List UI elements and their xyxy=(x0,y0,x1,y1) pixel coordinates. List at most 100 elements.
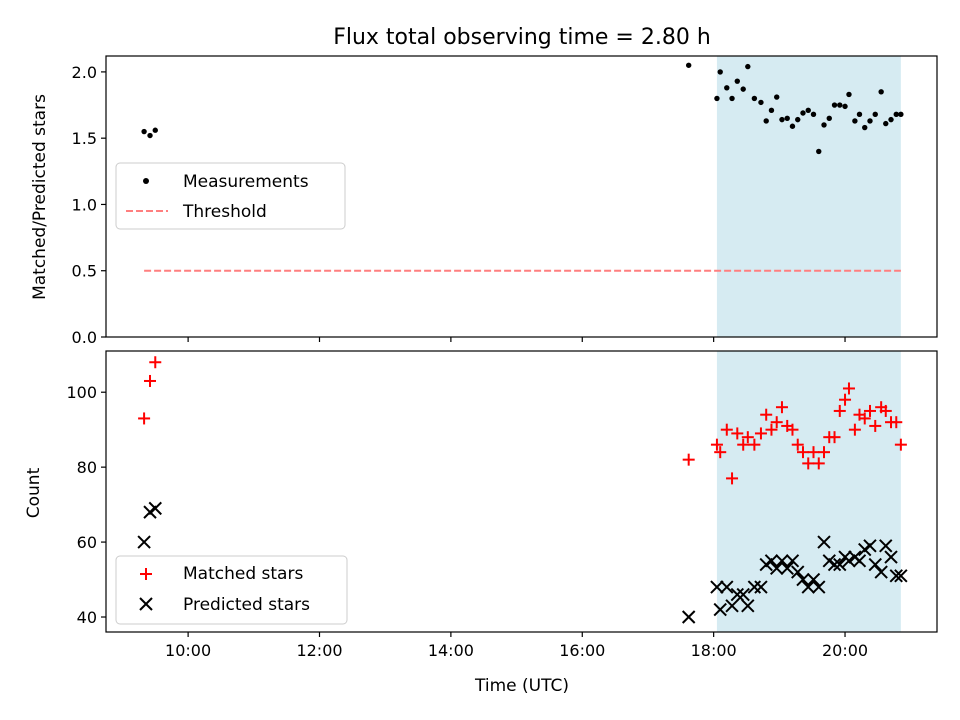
measurement-point xyxy=(734,78,740,84)
x-tick-label: 20:00 xyxy=(822,641,868,660)
matched-stars-point xyxy=(770,416,783,429)
x-tick-label: 10:00 xyxy=(165,641,211,660)
measurement-point xyxy=(779,116,785,123)
predicted-stars-point xyxy=(754,580,768,594)
matched-stars-point xyxy=(720,423,733,436)
x-tick-label: 14:00 xyxy=(428,641,474,660)
matched-stars-point xyxy=(807,446,820,459)
predicted-stars-point xyxy=(868,557,882,572)
predicted-stars-point xyxy=(894,569,908,583)
matched-stars-point xyxy=(879,404,892,417)
measurement-point xyxy=(856,111,863,118)
predicted-stars-point xyxy=(148,501,162,516)
matched-stars-point xyxy=(842,382,855,395)
measurement-point xyxy=(763,118,769,124)
y-tick-label: 80 xyxy=(77,458,97,477)
y-tick-label: 2.0 xyxy=(72,63,97,82)
measurement-point xyxy=(774,94,780,100)
bottom-frame xyxy=(105,350,938,633)
top-panel: 0.00.51.01.52.0 Matched/Predicted stars … xyxy=(30,55,938,347)
legend-matched-marker xyxy=(140,568,152,580)
predicted-stars-point xyxy=(681,610,696,624)
matched-stars-point xyxy=(138,412,151,425)
measurement-point xyxy=(147,132,153,139)
matched-stars-point xyxy=(848,423,861,436)
predicted-stars-point xyxy=(764,554,779,568)
matched-stars-point xyxy=(754,427,767,440)
matched-stars-point xyxy=(775,401,788,414)
matched-stars-point xyxy=(796,446,809,459)
predicted-stars-point xyxy=(874,565,888,579)
matched-stars-point xyxy=(786,423,799,436)
measurement-point xyxy=(789,123,796,129)
predicted-stars-point xyxy=(775,554,789,568)
predicted-stars-point xyxy=(796,572,810,587)
predicted-stars-point xyxy=(863,539,877,553)
measurement-point xyxy=(745,63,751,70)
predicted-stars-point xyxy=(889,569,903,583)
predicted-stars-point xyxy=(817,535,831,549)
y-tick-label: 60 xyxy=(77,533,97,552)
predicted-stars-point xyxy=(720,580,734,594)
matched-stars-point xyxy=(812,457,825,470)
measurement-point xyxy=(846,91,852,98)
top-ylabel: Matched/Predicted stars xyxy=(30,94,50,300)
matched-stars-point xyxy=(863,404,876,417)
measurement-point xyxy=(152,127,158,133)
predicted-stars-point xyxy=(736,587,750,602)
measurement-point xyxy=(867,118,873,124)
measurement-point xyxy=(837,102,843,108)
predicted-stars-point xyxy=(791,565,805,579)
top-frame xyxy=(105,55,938,338)
predicted-stars-point xyxy=(780,561,794,576)
measurement-point xyxy=(724,85,730,91)
measurement-point xyxy=(800,110,806,116)
predicted-stars-point xyxy=(730,587,745,602)
legend-matched-label: Matched stars xyxy=(183,564,303,584)
matched-stars-point xyxy=(833,404,846,417)
y-tick-label: 0.0 xyxy=(72,328,97,347)
matched-stars-point xyxy=(765,423,778,436)
matched-stars-point xyxy=(890,416,903,429)
measurement-point xyxy=(872,111,878,118)
predicted-stars-point xyxy=(747,580,762,594)
matched-stars-point xyxy=(894,438,907,451)
bottom-panel: 40 60 80 100 10:00 12:00 14:00 16:00 18:00 20:00… xyxy=(24,350,938,696)
chart-title: Flux total observing time = 2.80 h xyxy=(333,25,711,50)
x-tick-label: 18:00 xyxy=(691,641,737,660)
measurement-point xyxy=(758,99,764,106)
matched-stars-point xyxy=(828,431,841,444)
predicted-stars-point xyxy=(710,580,724,594)
measurement-point xyxy=(831,102,838,108)
y-tick-label: 40 xyxy=(77,608,97,627)
measurement-point xyxy=(826,115,832,121)
measurement-point xyxy=(740,86,746,92)
predicted-stars-point xyxy=(806,572,821,587)
predicted-stars-point xyxy=(852,554,867,568)
matched-stars-point xyxy=(760,408,773,421)
predicted-stars-point xyxy=(137,535,151,549)
measurement-point xyxy=(751,95,758,102)
measurement-point xyxy=(862,124,868,131)
y-tick-label: 1.0 xyxy=(72,195,97,214)
top-legend: Measurements Threshold xyxy=(115,162,346,230)
matched-stars-point xyxy=(144,374,157,387)
measurement-point xyxy=(842,103,848,110)
predicted-stars-point xyxy=(713,602,727,617)
x-tick-label: 16:00 xyxy=(559,641,605,660)
bottom-xlabel: Time (UTC) xyxy=(474,676,569,696)
legend-measurements-marker xyxy=(143,178,149,184)
bottom-ylabel: Count xyxy=(24,467,44,518)
y-tick-label: 0.5 xyxy=(72,262,97,281)
matched-stars-point xyxy=(858,412,871,425)
measurement-point xyxy=(729,95,735,102)
predicted-stars-point xyxy=(725,599,739,613)
observing-span-shade xyxy=(716,351,901,632)
y-tick-label: 1.5 xyxy=(72,129,97,148)
matched-stars-point xyxy=(726,472,739,485)
predicted-stars-point xyxy=(801,580,815,594)
measurement-point xyxy=(805,107,811,114)
measurement-point xyxy=(898,111,904,118)
measurement-point xyxy=(685,62,692,68)
